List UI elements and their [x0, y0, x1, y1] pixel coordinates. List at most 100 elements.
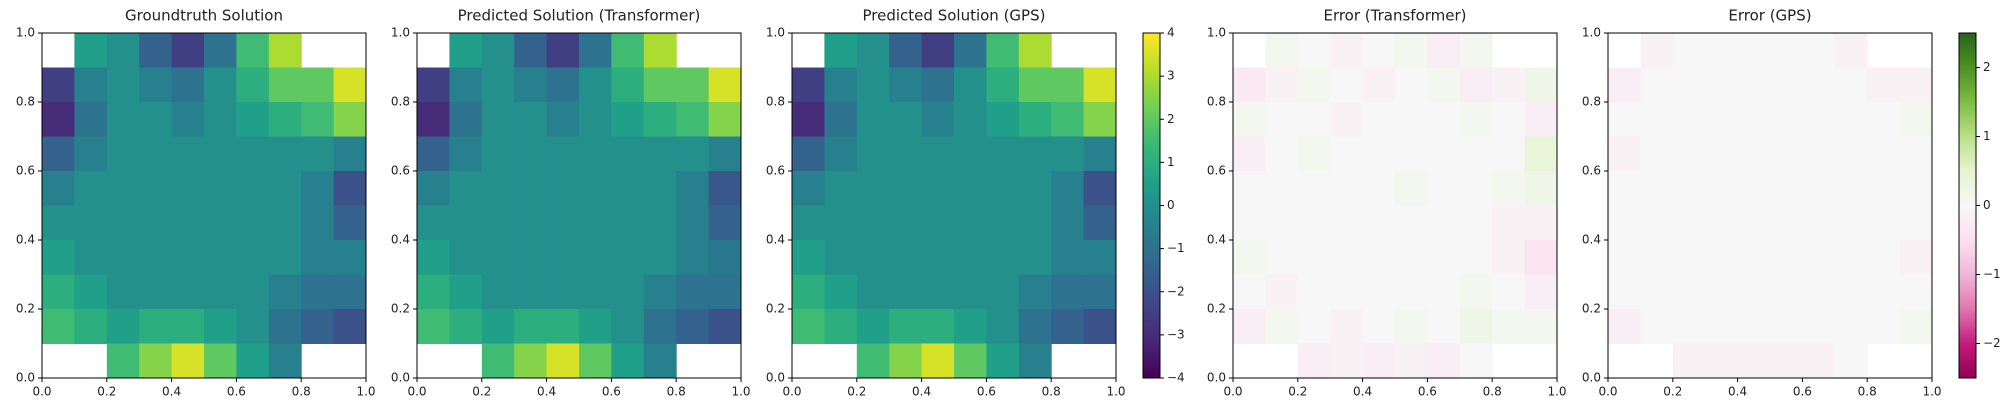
- y-tick-label: 1.0: [391, 26, 410, 40]
- heatmap-cell: [954, 205, 987, 241]
- heatmap-cell: [301, 205, 335, 241]
- heatmap-cell: [546, 205, 580, 241]
- heatmap-cell: [1770, 67, 1803, 103]
- heatmap-cell: [676, 136, 710, 172]
- heatmap-cell: [42, 102, 75, 137]
- heatmap-cell: [1265, 136, 1299, 172]
- heatmap-cell: [954, 136, 987, 172]
- heatmap-cell: [921, 205, 955, 241]
- y-tick-label: 0.0: [1582, 371, 1601, 385]
- heatmap-cell: [1737, 205, 1771, 241]
- heatmap-cell: [792, 274, 825, 310]
- heatmap-cell: [986, 102, 1020, 137]
- heatmap-cell: [1867, 274, 1901, 310]
- heatmap-cell: [1524, 240, 1558, 275]
- heatmap-cell: [1608, 136, 1641, 172]
- heatmap-cell: [921, 171, 955, 206]
- heatmap-cell: [204, 102, 237, 137]
- heatmap-cell: [1492, 102, 1526, 137]
- colorbar: [1142, 32, 1161, 379]
- heatmap-cell: [1265, 240, 1299, 275]
- heatmap-cell: [889, 274, 923, 310]
- x-tick-label: 0.2: [847, 385, 866, 399]
- heatmap-cell: [824, 33, 858, 68]
- heatmap-cell: [708, 171, 742, 206]
- heatmap-cell: [1018, 67, 1052, 103]
- heatmap-cell: [74, 274, 108, 310]
- heatmap-cell: [676, 274, 710, 310]
- y-tick-label: 0.2: [1207, 302, 1226, 316]
- heatmap-cell: [792, 309, 825, 344]
- heatmap-cell: [1899, 67, 1933, 103]
- heatmap-cell: [643, 67, 677, 103]
- heatmap-cell: [1672, 136, 1706, 172]
- heatmap-cell: [1492, 205, 1526, 241]
- y-tick-label: 1.0: [1582, 26, 1601, 40]
- y-tick-label: 0.4: [391, 233, 410, 247]
- heatmap-cell: [611, 240, 645, 275]
- heatmap-cell: [106, 67, 140, 103]
- heatmap-cell: [1899, 240, 1933, 275]
- heatmap-cell: [74, 67, 108, 103]
- heatmap-cell: [1770, 309, 1803, 344]
- heatmap-cell: [514, 240, 548, 275]
- heatmap-cell: [954, 274, 987, 310]
- heatmap-cell: [139, 102, 173, 137]
- y-tick-label: 0.0: [391, 371, 410, 385]
- heatmap-cell: [1492, 274, 1526, 310]
- heatmap-cell: [171, 240, 205, 275]
- x-tick-label: 0.2: [472, 385, 491, 399]
- heatmap-cell: [481, 343, 515, 379]
- colorbar-tick-label: 2: [1983, 60, 1991, 74]
- y-tick-label: 0.8: [1582, 95, 1601, 109]
- heatmap-cell: [954, 67, 987, 103]
- heatmap-cell: [1427, 171, 1461, 206]
- heatmap-cell: [204, 343, 237, 379]
- heatmap-cell: [1608, 102, 1641, 137]
- heatmap-cell: [1427, 309, 1461, 344]
- y-tick-label: 1.0: [16, 26, 35, 40]
- heatmap-cell: [1705, 33, 1739, 68]
- heatmap-cell: [1297, 33, 1331, 68]
- heatmap-cell: [106, 205, 140, 241]
- heatmap-cell: [139, 343, 173, 379]
- heatmap-cell: [1051, 171, 1085, 206]
- heatmap-cell: [1524, 102, 1558, 137]
- heatmap-cell: [1395, 240, 1428, 275]
- heatmap-cell: [1051, 274, 1085, 310]
- heatmap-cell: [1672, 33, 1706, 68]
- heatmap-cell: [1233, 309, 1266, 344]
- heatmap-cell: [824, 240, 858, 275]
- heatmap-cell: [1867, 136, 1901, 172]
- heatmap-cell: [1834, 102, 1868, 137]
- colorbar-tick-label: −4: [1167, 371, 1185, 385]
- y-tick-label: 0.4: [1207, 233, 1226, 247]
- heatmap-cell: [301, 171, 335, 206]
- heatmap-cell: [1737, 274, 1771, 310]
- x-tick-label: 1.0: [1922, 385, 1941, 399]
- heatmap-cell: [921, 274, 955, 310]
- heatmap-cell: [1083, 205, 1117, 241]
- heatmap-cell: [1330, 67, 1364, 103]
- heatmap-cell: [1802, 67, 1836, 103]
- heatmap-cell: [42, 171, 75, 206]
- heatmap-cell: [1705, 67, 1739, 103]
- heatmap-cell: [889, 33, 923, 68]
- heatmap-cell: [1083, 240, 1117, 275]
- colorbar-tick-label: 0: [1983, 198, 1991, 212]
- heatmap-cell: [1867, 102, 1901, 137]
- heatmap-cell: [1083, 102, 1117, 137]
- heatmap-cell: [449, 33, 483, 68]
- heatmap-cell: [449, 240, 483, 275]
- heatmap-cell: [171, 171, 205, 206]
- heatmap-cell: [856, 309, 890, 344]
- heatmap-cell: [1395, 67, 1428, 103]
- heatmap-cell: [1459, 309, 1493, 344]
- heatmap-cell: [1672, 240, 1706, 275]
- colorbar-tick-label: −2: [1167, 284, 1185, 298]
- heatmap-cell: [1640, 136, 1674, 172]
- heatmap-cell: [204, 33, 237, 68]
- heatmap-cell: [1705, 343, 1739, 379]
- heatmap-cell: [1834, 67, 1868, 103]
